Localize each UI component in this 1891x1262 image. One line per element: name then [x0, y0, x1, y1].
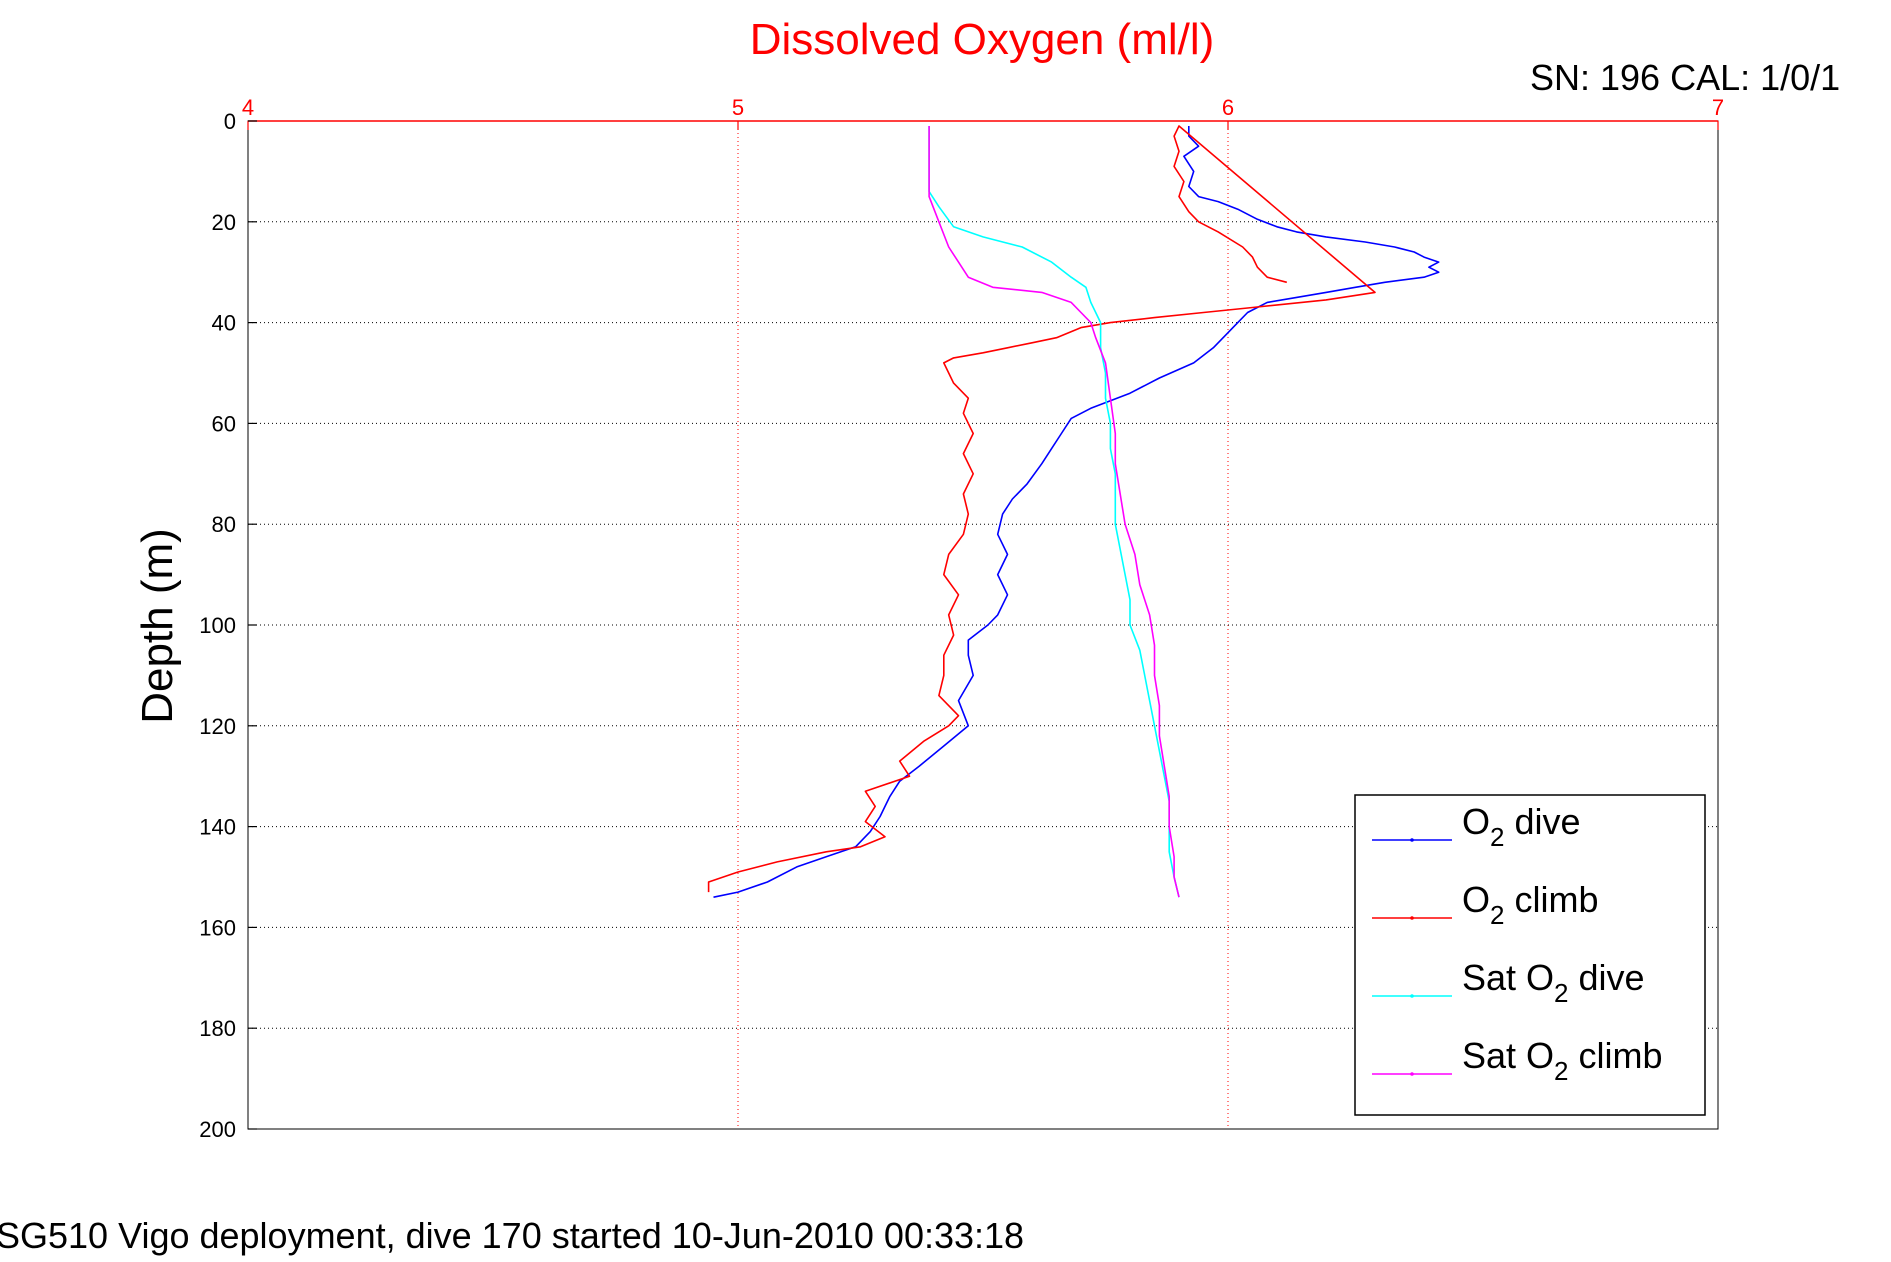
series-line-3	[928, 126, 1180, 898]
series-line-4	[928, 126, 1180, 898]
legend-label: O2 dive	[1462, 801, 1581, 852]
x-ticks: 4 5 6 7	[242, 95, 1724, 130]
y-tick-label: 80	[212, 512, 236, 537]
y-tick-label: 120	[199, 714, 236, 739]
y-tick-label: 0	[224, 109, 236, 134]
y-ticks: 0 20 40 60 80 100 120 140 160 180 200	[199, 109, 257, 1142]
legend-marker	[1410, 916, 1414, 920]
legend-marker	[1410, 838, 1414, 842]
y-tick-label: 140	[199, 815, 236, 840]
y-axis-label: Depth (m)	[133, 528, 182, 724]
y-tick-label: 160	[199, 915, 236, 940]
legend-label: O2 climb	[1462, 879, 1599, 930]
series-line-1	[713, 126, 1440, 898]
series-line-2	[707, 125, 1376, 893]
y-tick-label: 60	[212, 411, 236, 436]
x-tick-label: 7	[1712, 95, 1724, 120]
y-tick-label: 20	[212, 210, 236, 235]
x-tick-label: 4	[242, 95, 254, 120]
x-tick-label: 6	[1222, 95, 1234, 120]
legend-label: Sat O2 dive	[1462, 957, 1645, 1008]
legend-marker	[1410, 1072, 1414, 1076]
y-tick-label: 180	[199, 1016, 236, 1041]
x-tick-label: 5	[732, 95, 744, 120]
dive-caption: SG510 Vigo deployment, dive 170 started …	[0, 1215, 1024, 1256]
legend-label: Sat O2 climb	[1462, 1035, 1663, 1086]
y-tick-label: 40	[212, 311, 236, 336]
legend-marker	[1410, 994, 1414, 998]
series-lines	[707, 125, 1440, 898]
chart-title: Dissolved Oxygen (ml/l)	[750, 15, 1215, 64]
legend-box	[1354, 794, 1706, 1116]
sn-cal-label: SN: 196 CAL: 1/0/1	[1530, 57, 1840, 98]
legend: O2 dive O2 climb Sat O2 dive Sat O2 climb	[1354, 794, 1706, 1116]
y-tick-label: 100	[199, 613, 236, 638]
y-tick-label: 200	[199, 1117, 236, 1142]
